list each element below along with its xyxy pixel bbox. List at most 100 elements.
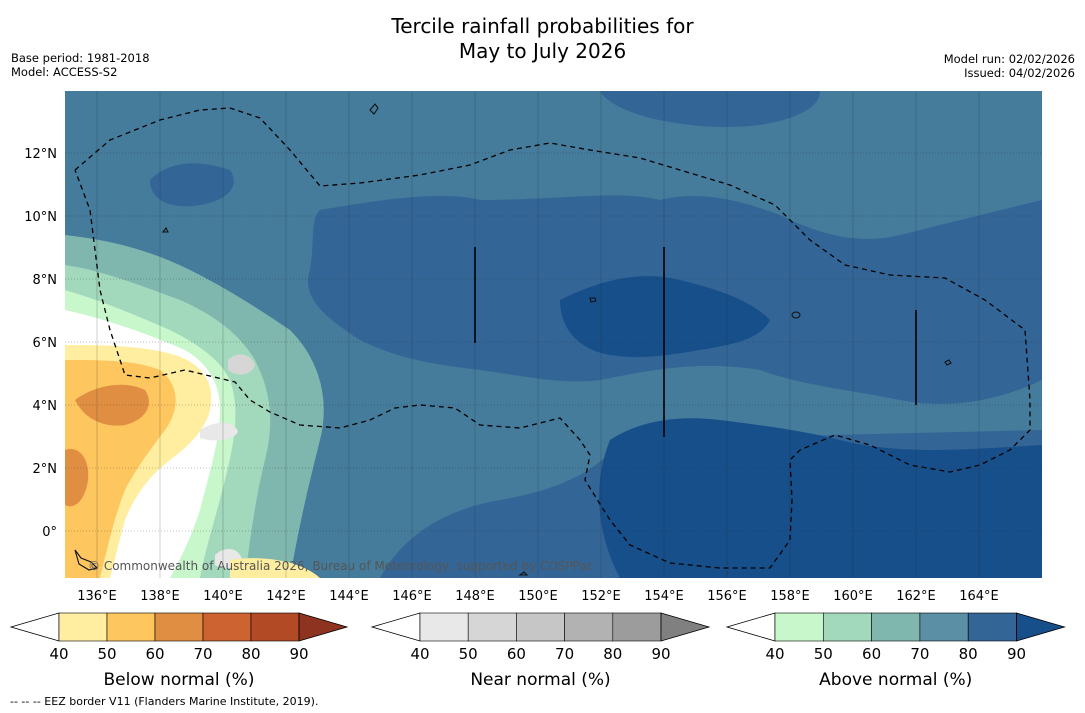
above-normal-80-90-south: [599, 418, 1042, 578]
colorbar-tick-label: 60: [145, 645, 164, 663]
below-normal-60-70-west: [65, 449, 89, 507]
colorbar-tick-label: 90: [289, 645, 308, 663]
lat-label-10N: 10°N: [24, 210, 57, 225]
lat-label-2N: 2°N: [33, 462, 58, 477]
island-4: [161, 226, 169, 233]
lat-label-8N: 8°N: [33, 273, 58, 288]
colorbar-segment: [774, 612, 824, 642]
colorbar-tick-label: 70: [910, 645, 929, 663]
map-grid: [65, 152, 1042, 532]
lat-label-4N: 4°N: [33, 399, 58, 414]
colorbar-tick-label: 50: [814, 645, 833, 663]
colorbar-title: Near normal (%): [470, 670, 610, 690]
island-5: [589, 297, 597, 303]
colorbar-tick-label: 80: [603, 645, 622, 663]
colorbar-segment: [871, 612, 921, 642]
meta-left: Base period: 1981-2018 Model: ACCESS-S2: [11, 51, 150, 79]
lon-label-142E: 142°E: [266, 589, 306, 604]
colorbar-segment: [419, 612, 469, 642]
lon-label-140E: 140°E: [203, 589, 243, 604]
colorbar-tick-label: 50: [97, 645, 116, 663]
colorbar-above-normal: 40 50 60 70 80 90 Above normal (%): [725, 612, 1066, 690]
island-2: [791, 311, 801, 319]
island-1: [369, 103, 379, 115]
colorbar-tick-label: 40: [765, 645, 784, 663]
colorbar-near-normal: 40 50 60 70 80 90 Near normal (%): [370, 612, 711, 690]
colorbar-extend-high: [298, 612, 349, 642]
issued-date: Issued: 04/02/2026: [964, 66, 1075, 80]
colorbar-segment: [467, 612, 517, 642]
lon-label-160E: 160°E: [833, 589, 873, 604]
title-line-1: Tercile rainfall probabilities for: [391, 14, 694, 38]
colorbar-segment: [516, 612, 565, 642]
colorbar-tick-label: 70: [555, 645, 574, 663]
colorbar-extend-low: [725, 612, 776, 642]
lon-label-158E: 158°E: [770, 589, 810, 604]
lat-label-6N: 6°N: [33, 336, 58, 351]
lon-labels: 136°E 138°E 140°E 142°E 144°E 146°E 148°…: [77, 589, 999, 604]
lon-label-164E: 164°E: [959, 589, 999, 604]
colorbar-tick-label: 40: [49, 645, 68, 663]
lat-labels: 12°N 10°N 8°N 6°N 4°N 2°N 0°: [24, 147, 57, 540]
colorbar-segment: [202, 612, 252, 642]
colorbar-segment: [250, 612, 300, 642]
lon-label-154E: 154°E: [644, 589, 684, 604]
model-run: Model run: 02/02/2026: [943, 52, 1075, 66]
colorbar-tick-label: 50: [459, 645, 478, 663]
colorbar-segment: [919, 612, 969, 642]
eez-border-path: [74, 107, 1031, 569]
lon-label-156E: 156°E: [707, 589, 747, 604]
colorbar-segment: [822, 612, 872, 642]
lon-label-136E: 136°E: [77, 589, 117, 604]
colorbar-segment: [106, 612, 156, 642]
island-6: [518, 571, 529, 576]
colorbar-segment: [967, 612, 1017, 642]
eez-footnote: -- -- -- EEZ border V11 (Flanders Marine…: [10, 695, 319, 708]
near-normal-patch-2: [200, 422, 238, 441]
lon-label-148E: 148°E: [455, 589, 495, 604]
colorbar-segment: [154, 612, 204, 642]
lon-label-144E: 144°E: [329, 589, 369, 604]
lon-label-146E: 146°E: [392, 589, 432, 604]
below-normal-40-50-south: [230, 558, 320, 578]
colorbar-title: Below normal (%): [104, 670, 255, 690]
colorbar-tick-label: 90: [1007, 645, 1026, 663]
islands: [74, 103, 952, 576]
model-name: Model: ACCESS-S2: [11, 65, 118, 79]
above-normal-70-80-north: [600, 91, 820, 128]
colorbar-segment: [612, 612, 662, 642]
colorbar-tick-label: 80: [959, 645, 978, 663]
eez-border: [74, 107, 1031, 569]
lat-label-0: 0°: [42, 525, 57, 540]
colorbar-title: Above normal (%): [819, 670, 972, 690]
colorbar-segment: [58, 612, 108, 642]
below-normal-60-70-region: [75, 384, 149, 426]
lon-label-150E: 150°E: [518, 589, 558, 604]
colorbar-tick-label: 70: [193, 645, 212, 663]
copyright-text: © Commonwealth of Australia 2026, Bureau…: [88, 559, 593, 573]
colorbar-extend-high: [1016, 612, 1066, 642]
meta-right: Model run: 02/02/2026 Issued: 04/02/2026: [944, 52, 1075, 80]
colorbar-tick-label: 80: [241, 645, 260, 663]
colorbar-below-normal: 40 50 60 70 80 90 Below normal (%): [9, 612, 349, 690]
island-palau: [74, 549, 99, 571]
above-normal-70-80-west: [150, 163, 234, 207]
boundary-lines: [474, 247, 917, 437]
colorbar-extend-high: [660, 612, 711, 642]
near-normal-patch: [228, 354, 255, 375]
lon-label-138E: 138°E: [140, 589, 180, 604]
lon-label-162E: 162°E: [896, 589, 936, 604]
colorbars: 40 50 60 70 80 90 Below normal (%) 40 50 60 70 80 90…: [9, 612, 1066, 690]
colorbar-tick-label: 40: [410, 645, 429, 663]
colorbar-tick-label: 90: [651, 645, 670, 663]
colorbar-segment: [564, 612, 614, 642]
colorbar-tick-label: 60: [507, 645, 526, 663]
base-period: Base period: 1981-2018: [11, 51, 150, 65]
colorbar-tick-label: 60: [862, 645, 881, 663]
colorbar-extend-low: [370, 612, 421, 642]
title-line-2: May to July 2026: [458, 39, 627, 63]
lon-label-152E: 152°E: [581, 589, 621, 604]
above-normal-80-90-region: [560, 276, 770, 358]
colorbar-extend-low: [9, 612, 60, 642]
